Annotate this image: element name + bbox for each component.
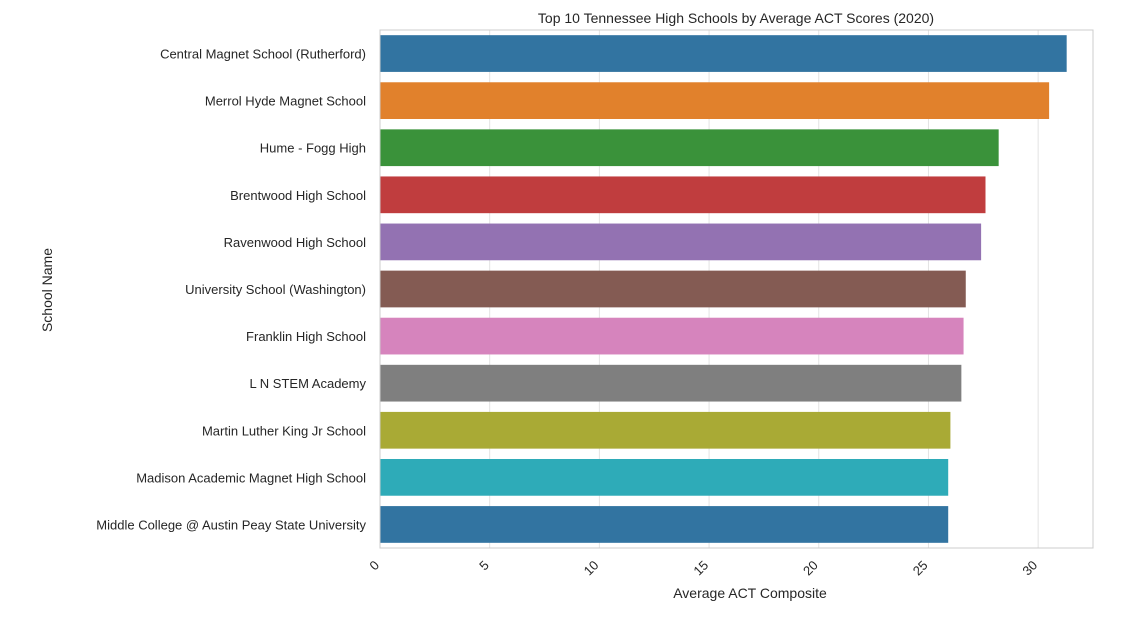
y-tick-label: Martin Luther King Jr School bbox=[202, 423, 366, 438]
plot-area-frame bbox=[379, 29, 1094, 549]
bar bbox=[380, 35, 1067, 72]
y-axis-label: School Name bbox=[39, 248, 55, 332]
y-tick-label: Central Magnet School (Rutherford) bbox=[160, 47, 366, 62]
y-tick-label: Franklin High School bbox=[246, 329, 366, 344]
bar bbox=[380, 411, 951, 449]
bar bbox=[380, 364, 962, 402]
bar bbox=[380, 82, 1050, 120]
bar bbox=[380, 458, 949, 496]
y-tick-label: Hume - Fogg High bbox=[260, 141, 366, 156]
y-tick-label: Merrol Hyde Magnet School bbox=[205, 94, 366, 109]
bar bbox=[380, 317, 964, 355]
bar bbox=[380, 223, 982, 261]
bar bbox=[380, 270, 966, 308]
bar bbox=[380, 506, 949, 543]
bar bbox=[380, 129, 999, 167]
bar bbox=[380, 176, 986, 214]
chart-title: Top 10 Tennessee High Schools by Average… bbox=[538, 10, 934, 26]
y-tick-label: Ravenwood High School bbox=[224, 235, 366, 250]
y-tick-label: L N STEM Academy bbox=[249, 376, 366, 391]
y-tick-labels: Central Magnet School (Rutherford) Merrol… bbox=[96, 47, 366, 533]
y-tick-label: Brentwood High School bbox=[230, 188, 366, 203]
y-tick-label: University School (Washington) bbox=[185, 282, 366, 297]
bars bbox=[380, 35, 1067, 543]
x-axis-label: Average ACT Composite bbox=[673, 585, 827, 601]
y-tick-label: Middle College @ Austin Peay State Unive… bbox=[96, 517, 366, 532]
y-tick-label: Madison Academic Magnet High School bbox=[136, 470, 366, 485]
